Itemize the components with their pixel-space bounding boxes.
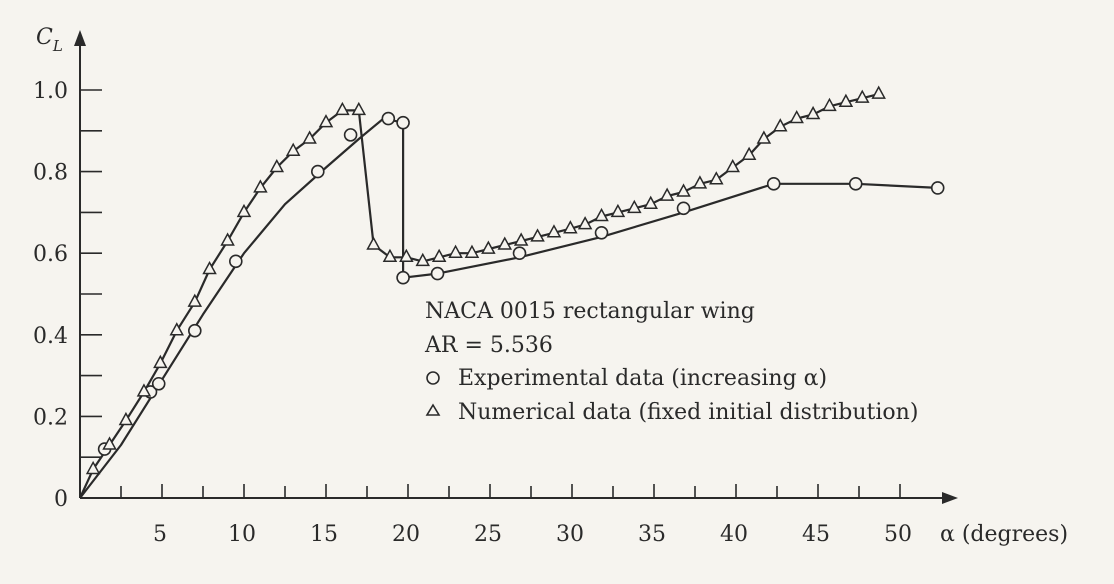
- series-lines: [78, 93, 938, 499]
- numerical-point: [822, 97, 837, 112]
- x-tick-label: 25: [474, 522, 502, 547]
- numerical-point: [118, 411, 134, 426]
- numerical-point: [530, 228, 545, 242]
- numerical-point: [643, 195, 658, 209]
- x-tick-label: 5: [153, 522, 167, 547]
- experimental-point: [151, 376, 166, 391]
- numerical-point: [415, 252, 431, 267]
- legend-item-numerical: Numerical data (fixed initial distributi…: [425, 400, 918, 425]
- experimental-point: [594, 226, 609, 240]
- legend-circle-marker: [426, 371, 440, 385]
- annotation-title: NACA 0015 rectangular wing: [425, 299, 755, 324]
- numerical-point: [627, 199, 642, 214]
- numerical-point: [563, 220, 578, 234]
- y-axis-arrow: [74, 30, 86, 46]
- numerical-point: [709, 171, 724, 185]
- legend-label-numerical: Numerical data (fixed initial distributi…: [458, 400, 918, 425]
- experimental-point: [396, 115, 410, 130]
- x-tick-label: 50: [884, 522, 912, 547]
- numerical-point: [169, 322, 185, 336]
- y-tick-label: 1.0: [33, 79, 68, 104]
- legend: Experimental data (increasing α) Numeric…: [425, 366, 918, 425]
- numerical-point: [692, 175, 708, 189]
- numerical-point: [399, 248, 414, 263]
- numerical-point: [382, 248, 398, 263]
- y-tick-label: 0.6: [33, 242, 68, 267]
- numerical-point: [85, 460, 101, 475]
- numerical-point: [497, 236, 513, 250]
- experimental-point: [848, 177, 863, 191]
- numerical-point: [335, 101, 350, 116]
- axes: 0 0.2 0.4 0.6 0.8 1.0 5 10 15 20 25 30 35 40 45 50: [33, 30, 958, 547]
- annotation-subtitle: AR = 5.536: [424, 333, 553, 358]
- numerical-point: [481, 240, 496, 254]
- experimental-point: [343, 128, 358, 142]
- experimental-point: [310, 164, 325, 179]
- experimental-point: [430, 266, 445, 281]
- y-tick-label: 0.4: [33, 324, 68, 349]
- numerical-point: [187, 293, 203, 307]
- numerical-point: [594, 207, 609, 222]
- series-markers: [85, 85, 945, 475]
- experimental-point: [676, 201, 691, 216]
- numerical-point: [366, 236, 381, 250]
- experimental-point: [229, 254, 243, 269]
- numerical-point: [838, 93, 854, 107]
- annotation: NACA 0015 rectangular wing AR = 5.536: [424, 299, 755, 358]
- legend-item-experimental: Experimental data (increasing α): [426, 366, 827, 391]
- y-tick-label: 0.2: [33, 405, 68, 430]
- x-tick-label: 15: [310, 522, 338, 547]
- numerical-point: [546, 224, 562, 238]
- x-tick-label: 30: [556, 522, 584, 547]
- numerical-point: [285, 142, 301, 156]
- x-tick-label: 10: [228, 522, 256, 547]
- numerical-point: [136, 383, 152, 397]
- x-axis-arrow: [942, 492, 958, 504]
- numerical-point: [789, 109, 804, 124]
- numerical-point: [773, 118, 788, 132]
- numerical-point: [725, 158, 740, 173]
- numerical-point: [464, 244, 480, 258]
- numerical-point: [676, 183, 691, 197]
- x-tick-label: 45: [802, 522, 830, 547]
- numerical-point: [659, 187, 675, 201]
- numerical-line: [78, 93, 879, 499]
- experimental-point: [930, 181, 945, 195]
- numerical-point: [269, 158, 285, 173]
- numerical-point: [431, 248, 447, 263]
- numerical-point: [153, 354, 168, 369]
- legend-label-experimental: Experimental data (increasing α): [458, 366, 827, 391]
- numerical-point: [741, 146, 757, 161]
- experimental-point: [396, 270, 410, 285]
- experimental-point: [188, 323, 202, 338]
- numerical-point: [610, 203, 626, 218]
- y-tick-label: 0.8: [33, 161, 68, 186]
- y-axis-label: CL: [36, 25, 63, 55]
- experimental-point: [766, 177, 781, 191]
- numerical-point: [513, 232, 529, 246]
- numerical-point: [102, 436, 117, 450]
- numerical-point: [236, 203, 252, 218]
- numerical-point: [318, 114, 334, 128]
- numerical-point: [202, 260, 217, 275]
- x-tick-label: 20: [392, 522, 420, 547]
- numerical-point: [756, 130, 772, 144]
- legend-triangle-marker: [425, 403, 441, 416]
- experimental-point: [512, 246, 527, 260]
- numerical-point: [253, 179, 268, 193]
- numerical-point: [448, 244, 463, 258]
- x-tick-label: 40: [720, 522, 748, 547]
- numerical-point: [855, 89, 870, 103]
- x-axis-label: α (degrees): [940, 522, 1068, 547]
- numerical-point: [220, 232, 235, 246]
- x-tick-label: 35: [638, 522, 666, 547]
- numerical-point: [302, 130, 317, 144]
- numerical-point: [577, 216, 593, 230]
- numerical-point: [351, 101, 367, 116]
- experimental-point: [381, 111, 396, 126]
- numerical-point: [805, 105, 821, 120]
- y-tick-label: 0: [54, 487, 68, 512]
- numerical-point: [871, 85, 886, 99]
